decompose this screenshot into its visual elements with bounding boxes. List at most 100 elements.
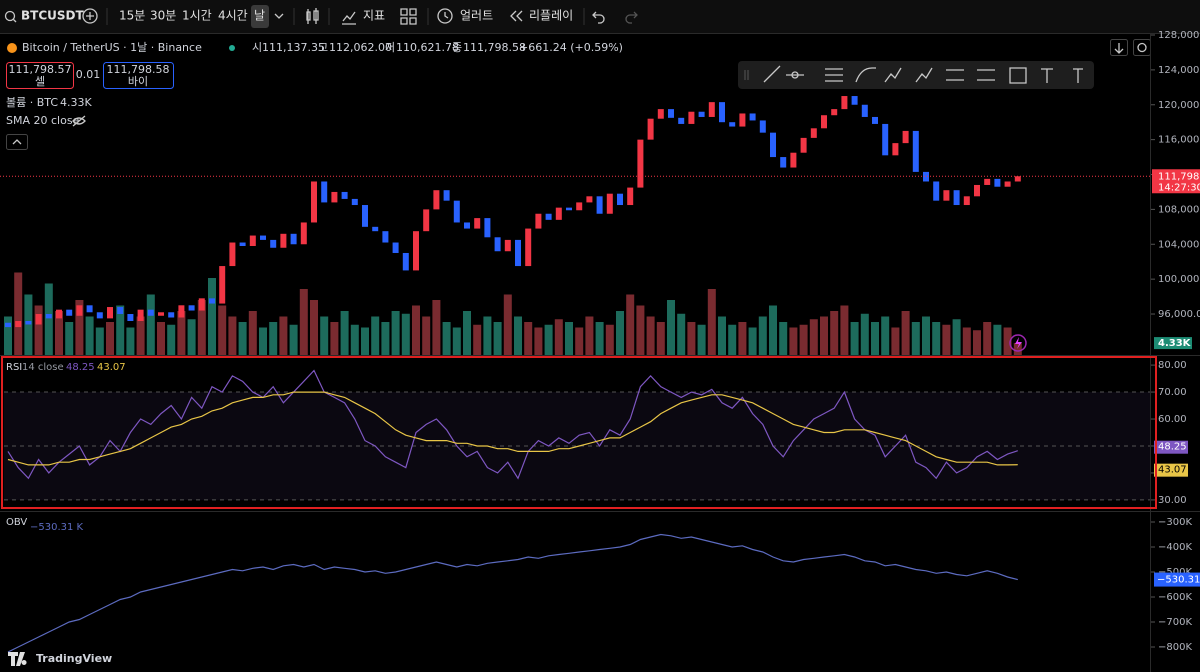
- volume-bar: [95, 327, 104, 355]
- candle-body: [688, 111, 695, 124]
- candle-body: [137, 309, 144, 321]
- interval[interactable]: 15분: [119, 9, 145, 23]
- volume-bar: [616, 311, 624, 355]
- volume-bar: [871, 322, 879, 355]
- volume-bar: [575, 327, 584, 355]
- candle-body: [912, 130, 919, 172]
- symbol[interactable]: BTCUSDT: [21, 9, 84, 23]
- candle-body: [76, 305, 83, 316]
- collapse-button[interactable]: [6, 134, 28, 150]
- candle-body: [902, 130, 909, 144]
- volume-bar: [514, 316, 522, 355]
- volume-bar: [259, 327, 267, 355]
- candle-body: [566, 207, 572, 211]
- last-price-tag: [1152, 169, 1200, 194]
- sell-button[interactable]: [6, 62, 74, 89]
- candle-body: [708, 102, 715, 117]
- candle-body: [484, 218, 491, 238]
- volume-bar: [473, 324, 482, 355]
- volume-bar: [187, 319, 196, 355]
- drawing-tool[interactable]: [791, 71, 799, 79]
- y-tick-label: 116,000.00: [1158, 135, 1200, 146]
- volume-bar: [279, 316, 288, 355]
- interval-active[interactable]: 날: [254, 9, 265, 23]
- volume-bar: [85, 316, 94, 355]
- candle-body: [770, 132, 776, 158]
- candle-body: [351, 198, 358, 206]
- volume-bar: [707, 289, 716, 355]
- drag-handle[interactable]: [744, 70, 749, 80]
- search-icon[interactable]: [4, 10, 16, 22]
- sma-legend: SMA 20 close: [6, 114, 80, 127]
- indicators-icon: [342, 11, 356, 25]
- value-tag-label: −530.31 K: [1157, 575, 1200, 586]
- legend-symbol: Bitcoin / TetherUS · 1날 · Binance: [22, 41, 202, 54]
- interval[interactable]: 4시간: [218, 9, 248, 23]
- volume-bar: [65, 322, 74, 355]
- undo[interactable]: [592, 11, 605, 24]
- add-symbol[interactable]: [82, 8, 98, 24]
- candle-body: [168, 312, 175, 318]
- legend-value: 111,137.35: [262, 41, 325, 54]
- volume-bar: [371, 316, 380, 355]
- candle-body: [923, 171, 929, 182]
- events-bolt: [1015, 337, 1022, 349]
- pane-title: OBV: [6, 517, 27, 528]
- volume-bar: [4, 316, 12, 355]
- candle-body: [15, 320, 22, 328]
- hidden-icon[interactable]: [72, 115, 86, 127]
- volume-bar: [157, 322, 165, 355]
- y-tick-label: 128,000.00: [1158, 30, 1200, 41]
- candle-body: [280, 233, 287, 248]
- volume-bar: [809, 319, 818, 355]
- candle-body: [535, 213, 542, 229]
- highlight-box: [1, 356, 1157, 509]
- candle-body: [627, 187, 634, 206]
- candle-body: [994, 178, 1001, 187]
- volume-bar: [687, 322, 696, 355]
- market-status: [229, 45, 235, 51]
- volume-bar: [289, 324, 298, 355]
- candle-body: [35, 314, 42, 325]
- volume-bar: [973, 330, 981, 355]
- indicators[interactable]: 지표: [363, 9, 385, 23]
- volume-bar: [44, 283, 53, 355]
- replay[interactable]: 리플레이: [529, 9, 573, 23]
- interval[interactable]: 1시간: [182, 9, 212, 23]
- candle-body: [576, 202, 583, 211]
- drawing-tools[interactable]: [763, 65, 1083, 84]
- scroll-button[interactable]: [1110, 39, 1128, 56]
- volume-bar: [391, 311, 400, 355]
- candle-body: [117, 307, 124, 315]
- volume-bar: [1003, 327, 1012, 355]
- redo[interactable]: [625, 11, 638, 24]
- volume-bar: [891, 327, 900, 355]
- volume-bar: [524, 322, 533, 355]
- layouts-icon[interactable]: [400, 8, 417, 25]
- settings-button[interactable]: [1133, 39, 1151, 56]
- alert[interactable]: 얼러트: [460, 9, 493, 23]
- brand-logo: [8, 652, 27, 666]
- interval[interactable]: 30분: [150, 9, 176, 23]
- interval-menu[interactable]: [274, 13, 284, 19]
- candle-body: [678, 117, 685, 124]
- candle-body: [800, 137, 807, 153]
- events-icon[interactable]: [1009, 334, 1027, 352]
- volume-bar: [452, 327, 461, 355]
- volume-bar: [534, 327, 543, 355]
- volume-bar: [993, 324, 1002, 355]
- buy-button[interactable]: [103, 62, 174, 89]
- volume-bar: [789, 327, 798, 355]
- y-tick-label: 120,000.00: [1158, 100, 1200, 111]
- pane-value: 43.07: [97, 362, 126, 373]
- candle-body: [311, 181, 317, 223]
- volume-bar: [595, 322, 604, 355]
- chart-type-icon[interactable]: [306, 8, 319, 24]
- y-tick-label: 104,000.00: [1158, 239, 1200, 250]
- candle-body: [759, 120, 766, 133]
- volume-bar: [248, 311, 257, 355]
- value-tag-label: 48.25: [1158, 442, 1187, 453]
- candle-body: [504, 239, 511, 252]
- candle-body: [25, 320, 32, 325]
- series-line: [7, 391, 1018, 466]
